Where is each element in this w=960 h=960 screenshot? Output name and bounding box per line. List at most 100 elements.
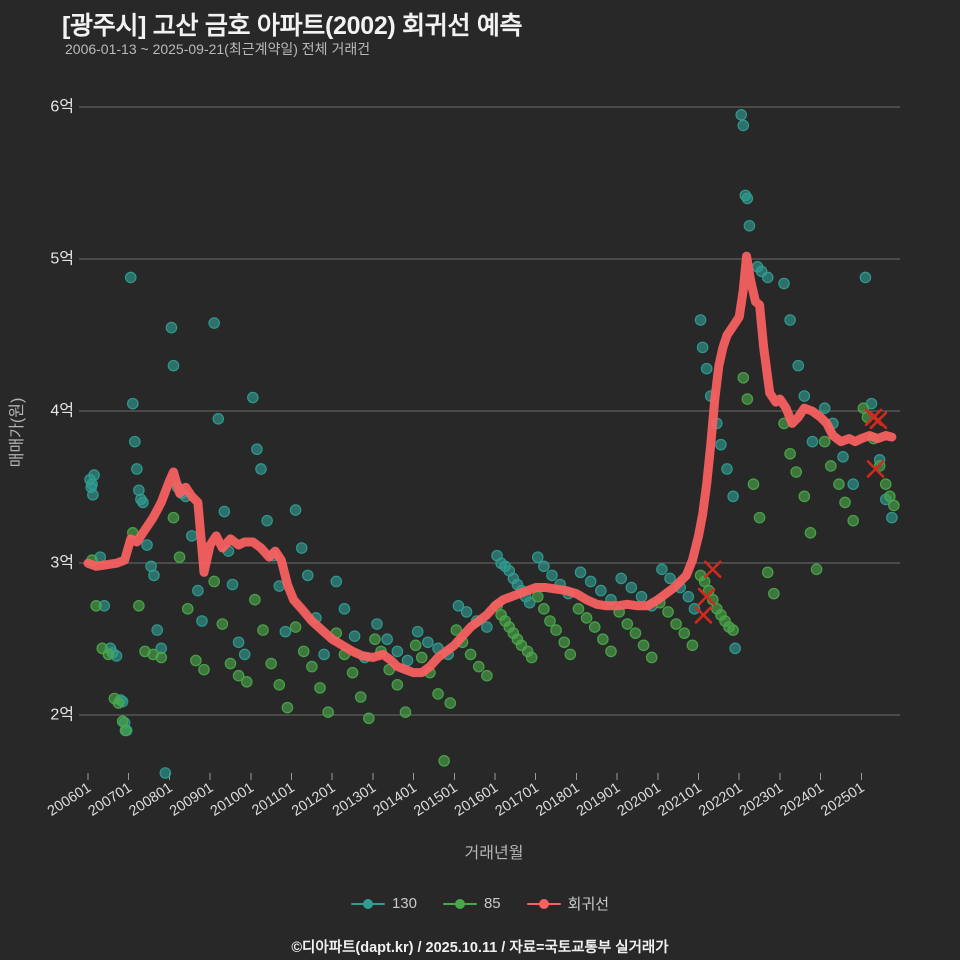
scatter-point xyxy=(444,697,457,709)
legend-item-회귀선[interactable]: 회귀선 xyxy=(526,893,609,914)
scatter-point xyxy=(314,682,326,694)
scatter-point xyxy=(391,679,404,691)
legend-label: 85 xyxy=(483,895,501,912)
scatter-point xyxy=(141,539,153,551)
scatter-point xyxy=(301,569,314,582)
scatter-point xyxy=(369,633,381,646)
scatter-point xyxy=(727,490,739,503)
scatter-point xyxy=(798,390,811,402)
x-axis-tick-label: 202001 xyxy=(615,780,664,820)
scatter-point xyxy=(371,618,383,630)
scatter-point xyxy=(251,443,263,456)
outlier-x-marker xyxy=(864,408,883,427)
scatter-point xyxy=(839,496,851,509)
scatter-point xyxy=(432,688,444,700)
x-axis-tick-label: 200801 xyxy=(126,780,175,820)
scatter-point xyxy=(588,621,601,633)
chart-footer-credit: ©디아파트(dapt.kr) / 2025.10.11 / 자료=국토교통부 실… xyxy=(291,940,669,956)
chart-legend: 130 85 회귀선 xyxy=(0,893,960,914)
outlier-x-marker xyxy=(866,460,885,478)
x-axis-tick-label: 201901 xyxy=(574,780,623,820)
scatter-point xyxy=(131,463,143,475)
y-axis-tick-label: 3억 xyxy=(50,553,74,571)
scatter-point xyxy=(460,606,473,618)
y-axis-title: 매매가(원) xyxy=(8,398,26,468)
scatter-point xyxy=(415,651,428,664)
scatter-point xyxy=(700,362,713,375)
x-axis-tick-label: 202401 xyxy=(778,780,827,820)
legend-swatch-icon xyxy=(526,898,561,910)
scatter-point xyxy=(818,402,831,414)
scatter-point xyxy=(741,393,754,405)
scatter-point xyxy=(126,397,139,410)
scatter-point xyxy=(306,660,318,673)
scatter-point xyxy=(778,277,790,290)
x-axis-tick-label: 200701 xyxy=(86,780,135,820)
scatter-point xyxy=(381,633,393,646)
outlier-markers-group xyxy=(694,408,888,624)
scatter-point xyxy=(165,321,178,334)
scatter-point xyxy=(806,435,819,448)
legend-item-85[interactable]: 85 xyxy=(442,895,501,912)
scatter-point xyxy=(735,109,748,121)
scatter-point xyxy=(224,657,237,670)
scatter-point xyxy=(694,314,707,326)
scatter-point xyxy=(550,624,562,636)
scatter-point xyxy=(790,466,803,478)
scatter-point xyxy=(450,624,463,636)
x-axis-tick-label: 201101 xyxy=(249,780,297,819)
x-axis-labels-group: 2006012007012008012009012010012011012012… xyxy=(45,773,868,820)
scatter-point xyxy=(181,603,194,615)
scatter-point xyxy=(729,642,741,655)
scatter-point xyxy=(159,767,172,779)
legend-swatch-icon xyxy=(350,898,385,910)
x-axis-tick-label: 201701 xyxy=(493,780,542,820)
scatter-point xyxy=(249,593,261,606)
y-axis-labels-group: 2억 3억 4억 5억 6억 xyxy=(50,97,74,723)
scatter-point xyxy=(682,590,695,603)
scatter-point xyxy=(422,636,434,649)
x-axis-tick-label: 201301 xyxy=(330,780,379,820)
scatter-point xyxy=(240,675,253,688)
scatter-point xyxy=(481,621,493,633)
scatter-point xyxy=(472,660,485,673)
legend-swatch-icon xyxy=(442,898,477,910)
scatter-point xyxy=(531,590,544,603)
scatter-point xyxy=(721,463,733,475)
x-axis-tick-label: 201401 xyxy=(370,780,419,820)
scatter-point xyxy=(664,572,676,585)
page-title: [광주시] 고산 금호 아파트(2002) 회귀선 예측 xyxy=(62,12,523,40)
scatter-point xyxy=(167,359,180,372)
scatter-point xyxy=(226,578,239,591)
scatter-point xyxy=(112,697,125,709)
scatter-point xyxy=(87,489,99,501)
scatter-point xyxy=(208,317,220,329)
scatter-point xyxy=(133,599,145,612)
scatter-point xyxy=(167,511,180,524)
scatter-point xyxy=(232,669,245,682)
scatter-point xyxy=(761,566,774,579)
scatter-point xyxy=(768,587,780,600)
scatter-point xyxy=(847,514,859,527)
x-axis-tick-label: 202201 xyxy=(696,780,745,820)
scatter-point xyxy=(753,511,766,524)
outlier-x-marker xyxy=(697,587,716,606)
scatter-point xyxy=(238,648,251,661)
x-axis-tick-label: 202301 xyxy=(737,780,786,820)
scatter-point xyxy=(119,724,132,737)
scatter-point xyxy=(656,563,668,576)
x-axis-tick-label: 202101 xyxy=(655,780,704,820)
legend-item-130[interactable]: 130 xyxy=(350,895,417,912)
scatter-point xyxy=(438,755,450,767)
scatter-point xyxy=(295,542,308,554)
scatter-point xyxy=(688,603,701,615)
x-axis-tick-label: 202501 xyxy=(818,780,867,820)
scatter-point xyxy=(218,505,231,518)
scatter-point xyxy=(662,606,674,618)
scatter-point xyxy=(804,527,817,539)
scatter-point xyxy=(297,645,310,658)
outlier-x-marker xyxy=(703,560,722,579)
scatter-point xyxy=(208,575,220,588)
scatter-point xyxy=(391,645,404,658)
